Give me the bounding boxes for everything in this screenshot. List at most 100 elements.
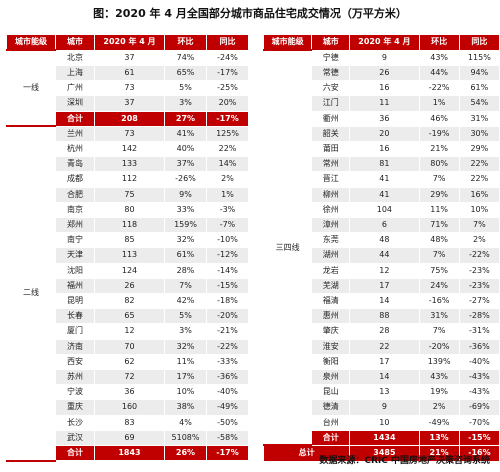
- table-row: 常州 81 80% 22%: [264, 156, 500, 173]
- tier-label: 二线: [6, 125, 56, 462]
- table-row: 韶关 20 -19% 30%: [264, 125, 500, 142]
- city-cell: 南京: [55, 201, 95, 218]
- value-cell: 61: [94, 64, 165, 82]
- col-header-tier: 城市能级: [262, 34, 313, 51]
- mom-cell: 3%: [164, 323, 207, 340]
- city-cell: 漳州: [311, 216, 351, 234]
- yoy-cell: -24%: [206, 49, 249, 66]
- mom-cell: 1%: [418, 95, 460, 112]
- subtotal-row: 合计 1843 26% -17%: [7, 444, 249, 462]
- mom-cell: 2%: [418, 399, 460, 416]
- subtotal-yoy: -17%: [206, 110, 249, 127]
- mom-cell: -19%: [418, 125, 460, 142]
- yoy-cell: 30%: [458, 125, 500, 142]
- table-row: 厦门 12 3% -21%: [7, 323, 249, 340]
- mom-cell: 74%: [164, 49, 207, 66]
- mom-cell: 7%: [418, 171, 460, 188]
- mom-cell: 7%: [418, 323, 460, 340]
- city-cell: 徐州: [311, 201, 351, 218]
- mom-cell: 28%: [164, 262, 207, 279]
- city-cell: 台州: [311, 414, 351, 431]
- left-table-body: 一线 北京 37 74% -24% 上海 61 65% -17% 广州 73 5% -25% 深圳 37 3%…: [6, 49, 249, 462]
- mom-cell: -49%: [418, 414, 460, 431]
- table-row: 昆山 13 19% -43%: [264, 384, 500, 401]
- city-cell: 肇庆: [311, 323, 351, 340]
- value-cell: 133: [94, 156, 165, 173]
- right-header-row: 城市能级 城市 2020 年 4 月 环比 同比: [262, 34, 500, 51]
- col-header-tier: 城市能级: [6, 34, 56, 51]
- value-cell: 26: [94, 277, 165, 294]
- data-source-note: 数据来源：CRIC 中国房地产决策咨询系统: [319, 456, 490, 466]
- mom-cell: 5%: [164, 80, 207, 97]
- mom-cell: 5%: [164, 308, 207, 325]
- value-cell: 36: [94, 384, 165, 401]
- yoy-cell: 22%: [206, 140, 249, 158]
- left-header-row: 城市能级 城市 2020 年 4 月 环比 同比: [6, 34, 249, 51]
- subtotal-label: 合计: [55, 110, 95, 127]
- subtotal-mom: 26%: [164, 444, 207, 462]
- mom-cell: 19%: [418, 384, 460, 401]
- table-row: 广州 73 5% -25%: [7, 80, 249, 97]
- city-cell: 北京: [55, 49, 95, 66]
- city-cell: 长沙: [55, 414, 95, 431]
- value-cell: 73: [94, 80, 165, 97]
- mom-cell: 37%: [164, 156, 207, 173]
- yoy-cell: -69%: [458, 399, 500, 416]
- yoy-cell: -28%: [458, 308, 500, 325]
- value-cell: 160: [94, 399, 165, 416]
- yoy-cell: -49%: [206, 399, 249, 416]
- right-table-body: 三四线 宁德 9 43% 115% 常德 26 44% 94% 六安 16 -22% 61% 江门 11 1%…: [262, 49, 500, 462]
- yoy-cell: 2%: [458, 232, 500, 249]
- yoy-cell: -17%: [206, 64, 249, 82]
- table-row: 龙岩 12 75% -23%: [264, 262, 500, 279]
- subtotal-value: 1434: [349, 429, 420, 446]
- mom-cell: 61%: [164, 247, 207, 264]
- right-table: 城市能级 城市 2020 年 4 月 环比 同比 三四线 宁德 9 43% 115% 常德…: [262, 34, 500, 462]
- table-row: 苏州 72 17% -36%: [7, 368, 249, 386]
- table-row: 柳州 41 29% 16%: [264, 186, 500, 203]
- table-row: 宁波 36 10% -40%: [7, 384, 249, 401]
- yoy-cell: -3%: [206, 201, 249, 218]
- value-cell: 70: [94, 338, 165, 355]
- mom-cell: 5108%: [164, 429, 207, 446]
- value-cell: 9: [349, 49, 420, 66]
- mom-cell: 48%: [418, 232, 460, 249]
- value-cell: 82: [94, 292, 165, 310]
- yoy-cell: -33%: [206, 353, 249, 370]
- table-row: 南京 80 33% -3%: [7, 201, 249, 218]
- table-row: 上海 61 65% -17%: [7, 64, 249, 82]
- value-cell: 12: [349, 262, 420, 279]
- grand-total-yoy: -16%: [458, 444, 500, 462]
- subtotal-yoy: -15%: [458, 429, 500, 446]
- table-row: 晋江 41 7% 22%: [264, 171, 500, 188]
- value-cell: 124: [94, 262, 165, 279]
- table-row: 长沙 83 4% -50%: [7, 414, 249, 431]
- city-cell: 南宁: [55, 232, 95, 249]
- tier-label: 一线: [6, 49, 56, 128]
- table-row: 杭州 142 40% 22%: [7, 140, 249, 158]
- mom-cell: 21%: [418, 140, 460, 158]
- value-cell: 85: [94, 232, 165, 249]
- mom-cell: 11%: [164, 353, 207, 370]
- grand-total-mom: 21%: [418, 444, 460, 462]
- yoy-cell: -20%: [206, 308, 249, 325]
- city-cell: 常德: [311, 64, 351, 82]
- mom-cell: 31%: [418, 308, 460, 325]
- city-cell: 六安: [311, 80, 351, 97]
- table-row: 成都 112 -26% 2%: [7, 171, 249, 188]
- mom-cell: 139%: [418, 353, 460, 370]
- value-cell: 41: [349, 171, 420, 188]
- left-table: 城市能级 城市 2020 年 4 月 环比 同比 一线 北京 37 74% -24% 上海…: [6, 34, 249, 462]
- table-row: 济南 70 32% -22%: [7, 338, 249, 355]
- table-row: 青岛 133 37% 14%: [7, 156, 249, 173]
- city-cell: 成都: [55, 171, 95, 188]
- city-cell: 济南: [55, 338, 95, 355]
- col-header-city: 城市: [311, 34, 351, 51]
- value-cell: 113: [94, 247, 165, 264]
- grand-total-row: 总计 3485 21% -16%: [262, 444, 500, 462]
- mom-cell: 17%: [164, 368, 207, 386]
- table-row: 莆田 16 21% 29%: [264, 140, 500, 158]
- yoy-cell: 115%: [458, 49, 500, 66]
- city-cell: 杭州: [55, 140, 95, 158]
- table-row: 衢州 36 46% 31%: [264, 110, 500, 127]
